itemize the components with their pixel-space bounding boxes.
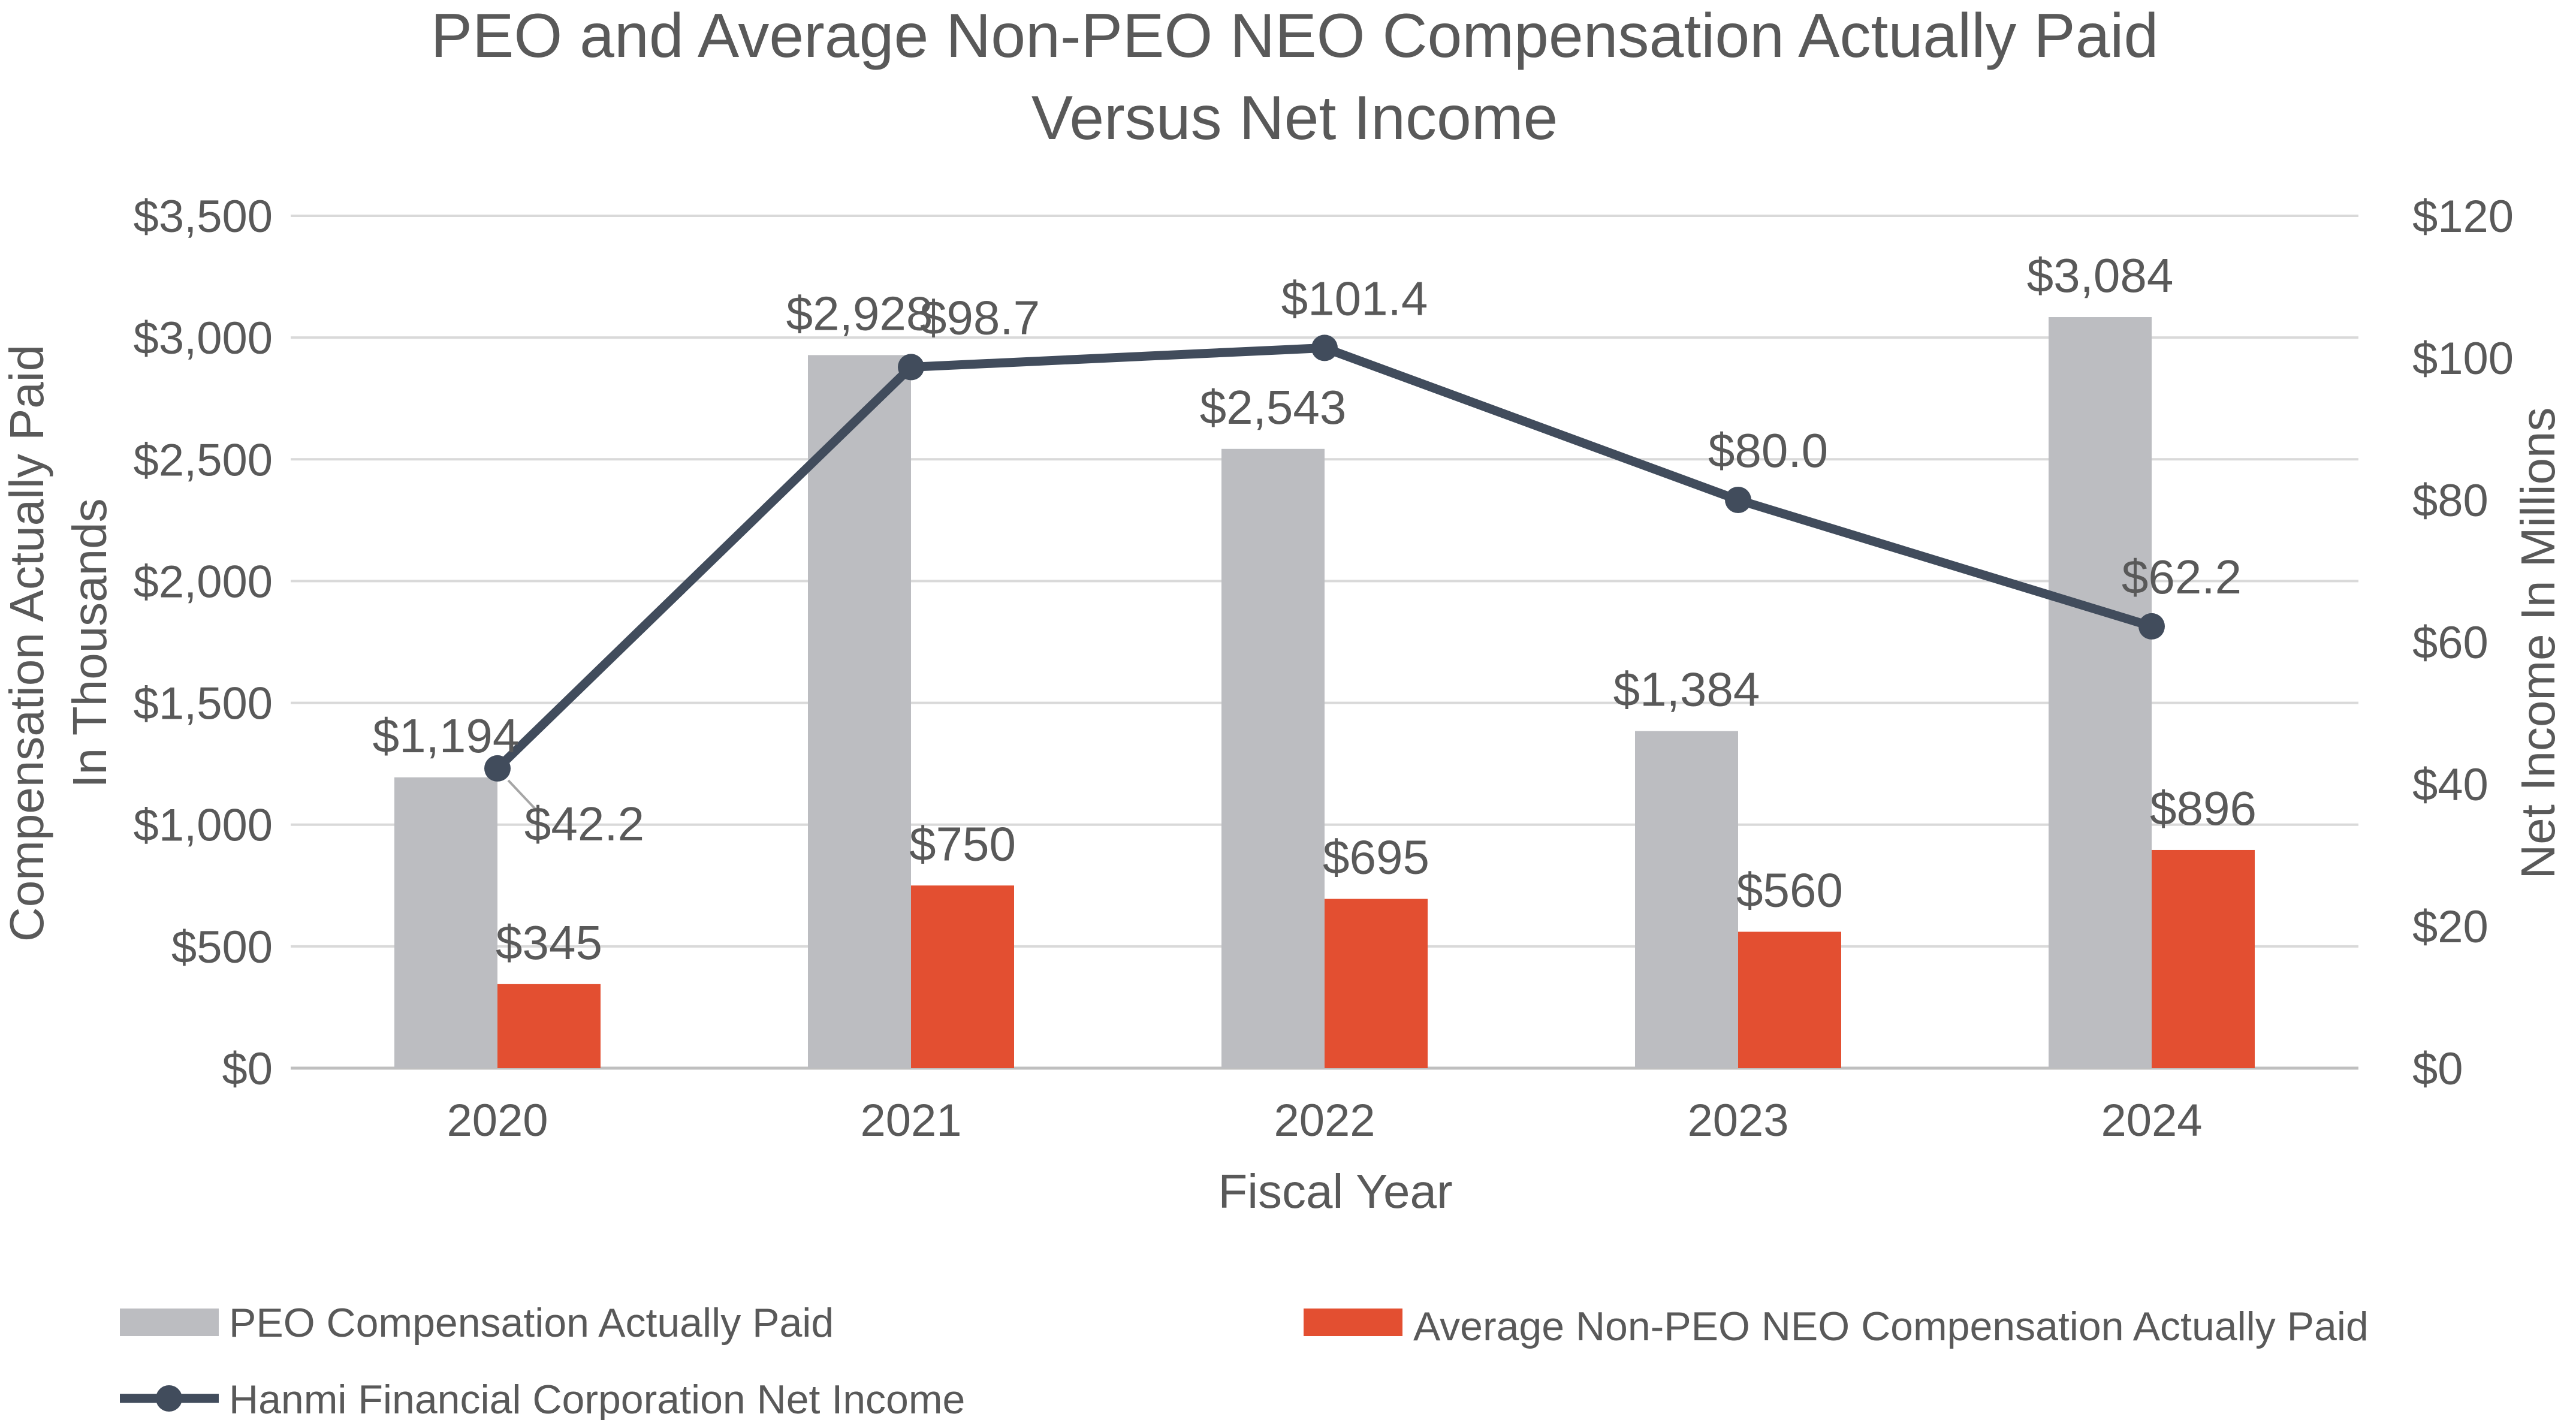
peo-bar: [394, 777, 497, 1068]
x-tick-label: 2023: [1687, 1095, 1788, 1146]
net-income-marker: [484, 755, 511, 782]
legend: PEO Compensation Actually Paid Average No…: [120, 1300, 2369, 1420]
peo-data-label: $3,084: [2027, 249, 2174, 302]
peo-bar: [2049, 317, 2152, 1068]
x-tick-label: 2021: [860, 1095, 961, 1146]
data-labels: $1,194 $345 $2,928 $750 $2,543 $695 $1,384 $560…: [373, 249, 2257, 969]
peo-bar: [1635, 731, 1738, 1068]
chart-title-line-1: PEO and Average Non-PEO NEO Compensation…: [431, 1, 2159, 71]
y2-tick-label: $80: [2412, 475, 2488, 526]
peo-bar: [1221, 448, 1325, 1068]
peo-bar: [808, 355, 911, 1068]
net-income-marker: [898, 354, 924, 381]
legend-swatch-neo: [1304, 1309, 1402, 1336]
net-income-marker: [2138, 613, 2165, 640]
x-tick-label: 2022: [1274, 1095, 1375, 1146]
chart-title-line-2: Versus Net Income: [1031, 83, 1558, 153]
y-tick-label: $2,000: [134, 556, 273, 607]
y-axis-title-line-2: In Thousands: [63, 498, 116, 788]
y-tick-label: $1,000: [134, 800, 273, 851]
y2-axis-title: Net Income In Millions: [2511, 408, 2565, 879]
neo-data-label: $896: [2150, 782, 2257, 835]
net-income-leader-line: [507, 779, 541, 815]
net-income-marker: [1725, 487, 1751, 513]
neo-data-label: $560: [1736, 863, 1843, 916]
y-tick-label: $0: [222, 1044, 273, 1095]
x-tick-label: 2020: [447, 1095, 548, 1146]
net-income-data-label: $62.2: [2122, 550, 2242, 604]
net-income-line: [484, 334, 2165, 815]
y2-tick-label: $40: [2412, 759, 2488, 810]
net-income-data-label: $101.4: [1281, 272, 1428, 325]
net-income-data-label: $80.0: [1708, 424, 1828, 477]
legend-swatch-marker: [156, 1385, 182, 1412]
neo-data-label: $695: [1323, 831, 1429, 884]
peo-data-label: $1,194: [373, 709, 520, 762]
legend-label-peo: PEO Compensation Actually Paid: [229, 1300, 834, 1346]
y2-tick-label: $60: [2412, 617, 2488, 668]
x-axis-title: Fiscal Year: [1218, 1165, 1452, 1218]
bars: [394, 317, 2255, 1068]
neo-bar: [1738, 931, 1841, 1068]
neo-data-label: $345: [496, 916, 602, 969]
y2-tick-label: $100: [2412, 333, 2514, 384]
neo-bar: [497, 984, 601, 1068]
legend-label-neo: Average Non-PEO NEO Compensation Actuall…: [1413, 1304, 2369, 1349]
peo-data-label: $1,384: [1613, 663, 1760, 716]
y-tick-label: $500: [171, 922, 273, 973]
y-tick-label: $1,500: [134, 679, 273, 729]
y2-tick-label: $0: [2412, 1044, 2463, 1095]
y2-tick-label: $120: [2412, 191, 2514, 242]
legend-swatch-peo: [120, 1309, 219, 1336]
neo-bar: [2152, 849, 2255, 1068]
x-tick-label: 2024: [2101, 1095, 2202, 1146]
axes: Fiscal Year Compensation Actually Paid I…: [0, 191, 2565, 1218]
neo-data-label: $750: [909, 817, 1016, 870]
y-tick-label: $2,500: [134, 435, 273, 486]
peo-data-label: $2,928: [786, 287, 933, 340]
chart-title: PEO and Average Non-PEO NEO Compensation…: [431, 1, 2159, 153]
neo-bar: [1325, 899, 1428, 1068]
net-income-marker: [1311, 334, 1338, 361]
y-axis-title-line-1: Compensation Actually Paid: [0, 345, 53, 942]
peo-data-label: $2,543: [1200, 381, 1347, 434]
y-tick-label: $3,000: [134, 313, 273, 364]
net-income-data-label: $98.7: [920, 291, 1040, 344]
legend-label-net-income: Hanmi Financial Corporation Net Income: [229, 1377, 965, 1420]
y2-tick-label: $20: [2412, 902, 2488, 952]
neo-bar: [911, 885, 1014, 1068]
y-tick-label: $3,500: [134, 191, 273, 242]
net-income-data-label: $42.2: [524, 797, 644, 851]
